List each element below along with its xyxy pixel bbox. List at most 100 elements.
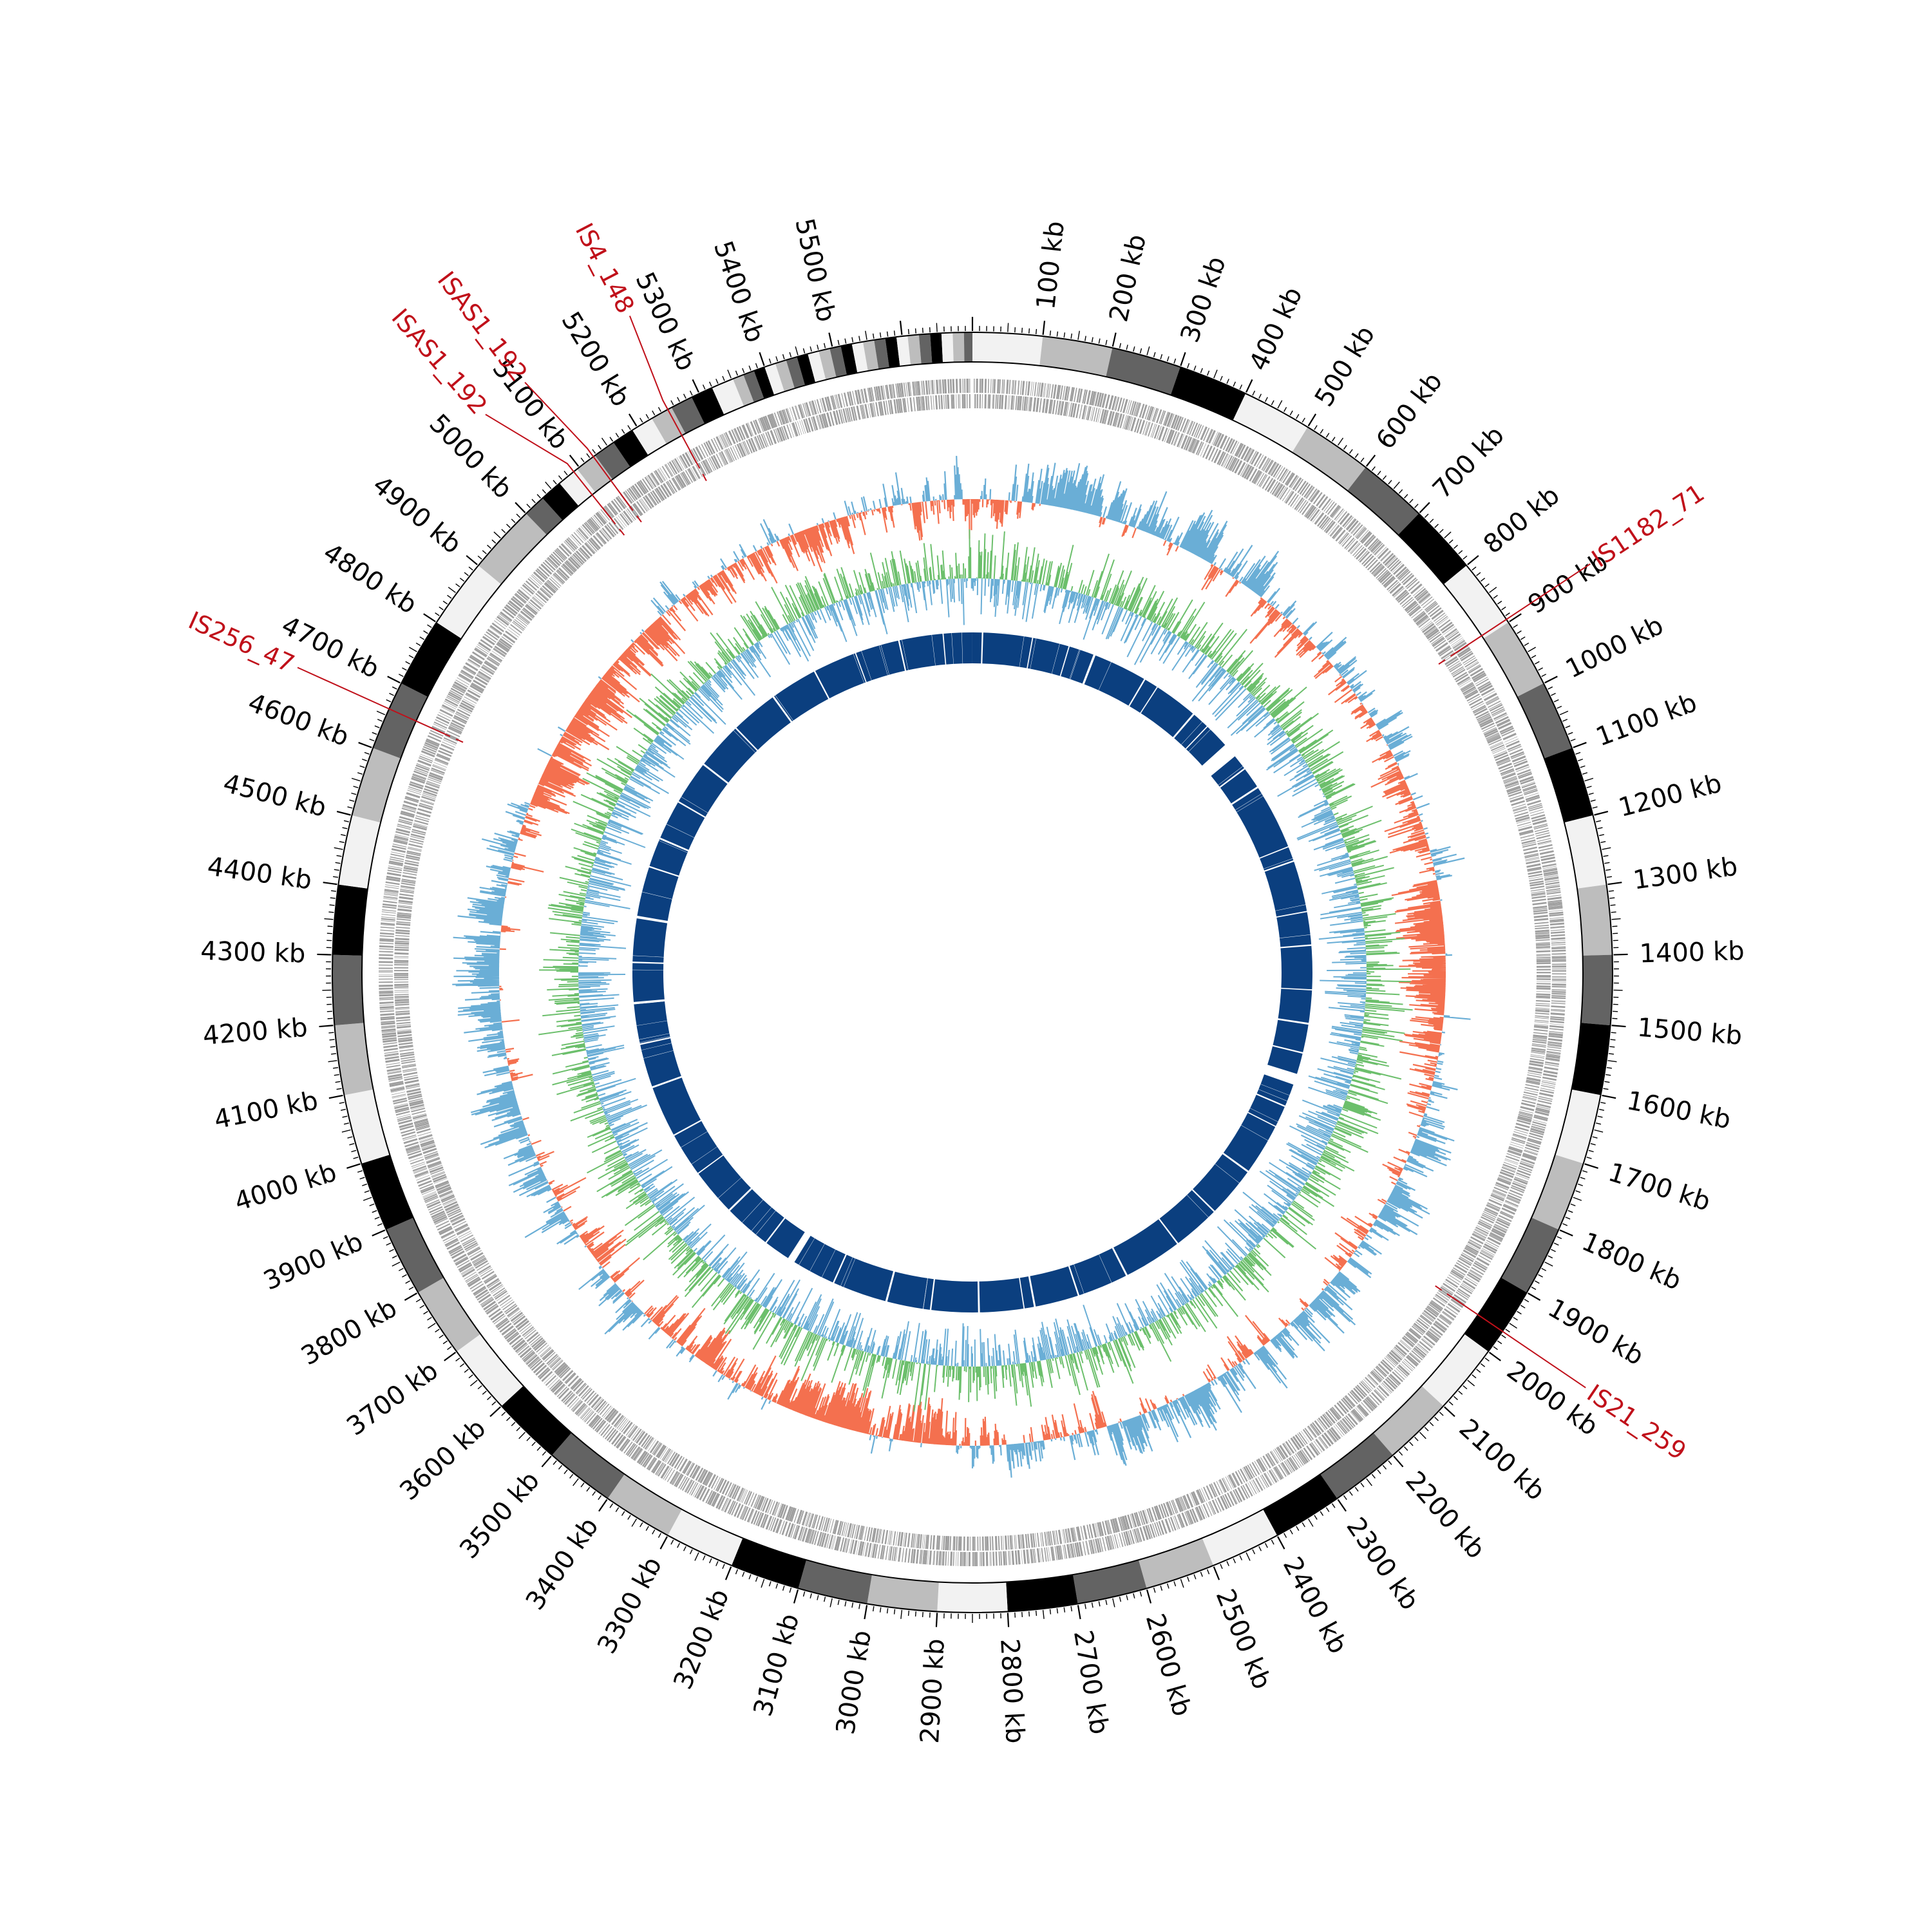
gene-feature	[450, 1248, 464, 1256]
gene-feature	[1113, 1518, 1119, 1533]
gene-feature	[445, 733, 459, 741]
tick-mark	[1398, 1451, 1403, 1456]
gene-feature	[1549, 911, 1564, 915]
gene-feature	[1308, 488, 1318, 501]
inner-block-gap	[1059, 643, 1071, 679]
gene-feature	[1405, 1356, 1418, 1367]
tick-mark	[1609, 1046, 1615, 1048]
gene-feature	[384, 890, 399, 894]
gene-feature	[1529, 1063, 1544, 1067]
tick-mark	[339, 1102, 345, 1104]
gene-feature	[432, 765, 446, 772]
gene-feature	[889, 384, 893, 399]
gene-feature	[1030, 1549, 1034, 1564]
gene-feature	[641, 1434, 650, 1448]
gene-feature	[1549, 1028, 1564, 1031]
gene-feature	[762, 1514, 769, 1529]
gene-feature	[1519, 1162, 1534, 1169]
gene-feature	[767, 431, 773, 446]
gene-feature	[1520, 1106, 1535, 1112]
gene-feature	[1421, 596, 1433, 607]
gene-feature	[1420, 620, 1432, 630]
inner-block-gap	[1081, 652, 1097, 687]
gene-feature	[586, 1412, 596, 1425]
gene-feature	[575, 550, 587, 562]
tick-mark	[489, 1406, 501, 1417]
gene-feature	[829, 1519, 835, 1533]
gene-feature	[469, 656, 482, 665]
tick-mark	[1354, 453, 1359, 459]
gene-feature	[927, 1550, 929, 1565]
ideogram-band	[797, 354, 816, 386]
gene-feature	[1260, 1457, 1269, 1470]
ideogram-band	[851, 341, 868, 373]
gene-feature	[739, 1505, 746, 1519]
gene-feature	[468, 688, 482, 696]
gene-feature	[1452, 1267, 1465, 1276]
ideogram-band	[1039, 336, 1113, 377]
gene-feature	[1525, 1084, 1540, 1088]
gene-feature	[1070, 1543, 1075, 1558]
gene-feature	[1485, 1207, 1499, 1214]
gene-feature	[1108, 1535, 1113, 1550]
gene-feature	[726, 448, 734, 462]
tick-mark	[727, 369, 732, 379]
gene-feature	[1336, 1422, 1347, 1435]
gene-feature	[394, 987, 409, 989]
tick-mark	[1382, 1464, 1387, 1470]
tick-mark	[387, 676, 401, 684]
gene-feature	[785, 408, 791, 422]
gene-feature	[1261, 457, 1269, 471]
gene-feature	[1173, 432, 1180, 446]
gene-feature	[613, 1434, 624, 1447]
tick-mark	[1562, 719, 1568, 722]
gene-feature	[1225, 438, 1233, 452]
gene-feature	[464, 1242, 478, 1251]
tick-mark	[1444, 531, 1452, 538]
tick-label: 2700 kb	[1068, 1628, 1114, 1736]
gene-feature	[418, 1133, 433, 1139]
gene-feature	[1381, 1359, 1394, 1370]
gene-feature	[782, 425, 790, 440]
gene-feature	[426, 782, 440, 789]
gene-feature	[1537, 841, 1552, 846]
gene-feature	[394, 999, 410, 1001]
gene-feature	[1395, 566, 1407, 578]
ideogram-band	[1006, 1575, 1078, 1612]
ideogram-band	[594, 442, 630, 480]
gene-feature	[805, 418, 811, 433]
gene-feature	[379, 948, 393, 950]
gene-feature	[1079, 404, 1083, 419]
gene-feature	[1442, 652, 1455, 661]
gene-feature	[667, 1469, 676, 1482]
gene-feature	[1505, 738, 1519, 745]
gene-feature	[1530, 1056, 1545, 1059]
gene-feature	[1363, 534, 1374, 546]
gene-feature	[1067, 1528, 1072, 1543]
tick-mark	[1264, 1542, 1268, 1548]
gene-feature	[1056, 1546, 1060, 1560]
gene-feature	[1499, 1211, 1513, 1219]
tick-mark	[652, 410, 656, 416]
gene-feature	[1522, 1153, 1537, 1160]
gene-feature	[1548, 1041, 1562, 1045]
gene-feature	[379, 978, 393, 980]
gene-feature	[493, 648, 506, 658]
gene-feature	[1253, 453, 1262, 467]
gene-feature	[1551, 978, 1566, 980]
gene-feature	[1497, 760, 1511, 766]
gene-feature	[1367, 1374, 1379, 1385]
gene-feature	[670, 1454, 680, 1467]
gene-feature	[601, 527, 612, 540]
ideogram-band	[712, 379, 744, 415]
gene-feature	[547, 1377, 558, 1388]
gene-feature	[1486, 733, 1500, 740]
gene-feature	[401, 1060, 416, 1065]
tick-mark	[374, 725, 380, 728]
tick-mark	[1520, 1305, 1526, 1309]
gene-feature	[394, 956, 409, 958]
gene-feature	[1418, 618, 1430, 628]
gene-feature	[683, 1461, 692, 1474]
gene-feature	[1551, 960, 1566, 962]
gene-feature	[1331, 506, 1341, 518]
